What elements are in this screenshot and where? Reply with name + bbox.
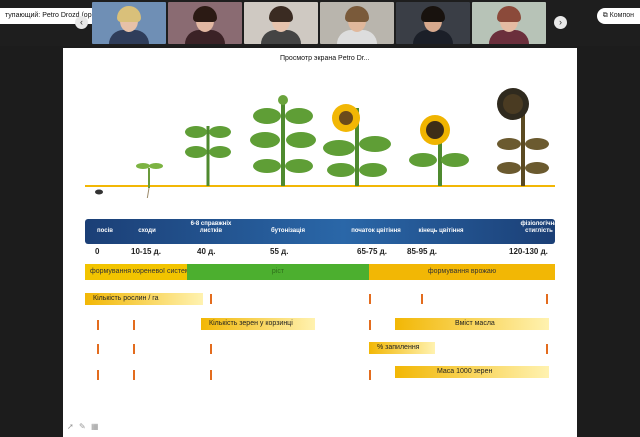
screen-view-label: Просмотр экрана Petro Dr... [274, 52, 376, 66]
participant-video-5[interactable] [396, 2, 470, 44]
growth-stage-bar: посів сходи 6-8 справжніх листків бутоні… [85, 219, 558, 244]
stage-label-true-leaves: 6-8 справжніх листків [190, 221, 232, 234]
phase-root-formation: формування кореневої системи [85, 264, 187, 280]
day-120-130: 120-130 д. [509, 247, 548, 256]
day-10-15: 10-15 д. [131, 247, 161, 256]
day-0: 0 [95, 247, 100, 256]
day-55: 55 д. [270, 247, 289, 256]
shared-screen-slide: посів сходи 6-8 справжніх листків бутоні… [63, 48, 577, 437]
meeting-top-bar: тупающий: Petro Drozd (организатор) ‹ › … [0, 0, 640, 46]
phase-growth: ріст [187, 264, 369, 280]
companion-mode-button[interactable]: ⧉ Компон [596, 8, 640, 24]
indicator-oil-content: Вміст масла [395, 318, 549, 330]
pointer-tool-icon[interactable]: ➚ [67, 422, 74, 431]
participant-video-2[interactable] [168, 2, 242, 44]
previous-participants-button[interactable]: ‹ [75, 16, 88, 29]
phase-yield-formation: формування врожаю [369, 264, 555, 280]
companion-label: Компон [609, 12, 634, 19]
slides-grid-icon[interactable]: ▦ [91, 422, 99, 431]
participant-video-6[interactable] [472, 2, 546, 44]
stage-label-emergence: сходи [138, 228, 156, 234]
stage-label-budding: бутонізація [271, 228, 305, 234]
pen-tool-icon[interactable]: ✎ [79, 422, 86, 431]
companion-icon: ⧉ [602, 12, 610, 19]
indicator-seeds-per-head: Кількість зерен у корзинці [201, 318, 315, 330]
day-85-95: 85-95 д. [407, 247, 437, 256]
stage-label-flowering-end: кінець цвітіння [418, 228, 464, 234]
indicator-pollination: % запилення [369, 342, 435, 354]
participant-video-3[interactable] [244, 2, 318, 44]
indicator-1000-seed-weight: Маса 1000 зерен [395, 366, 549, 378]
stage-label-physiological-maturity: фізіологічна стиглість [520, 221, 558, 234]
sunflower-growth-illustration [85, 88, 555, 198]
day-65-75: 65-75 д. [357, 247, 387, 256]
stage-label-sowing: посів [97, 228, 113, 234]
participant-video-1[interactable] [92, 2, 166, 44]
indicator-plants-per-ha: Кількість рослин / га [85, 293, 203, 305]
next-participants-button[interactable]: › [554, 16, 567, 29]
participant-video-4[interactable] [320, 2, 394, 44]
day-40: 40 д. [197, 247, 216, 256]
stage-label-flowering-start: початок цвітіння [351, 228, 401, 234]
